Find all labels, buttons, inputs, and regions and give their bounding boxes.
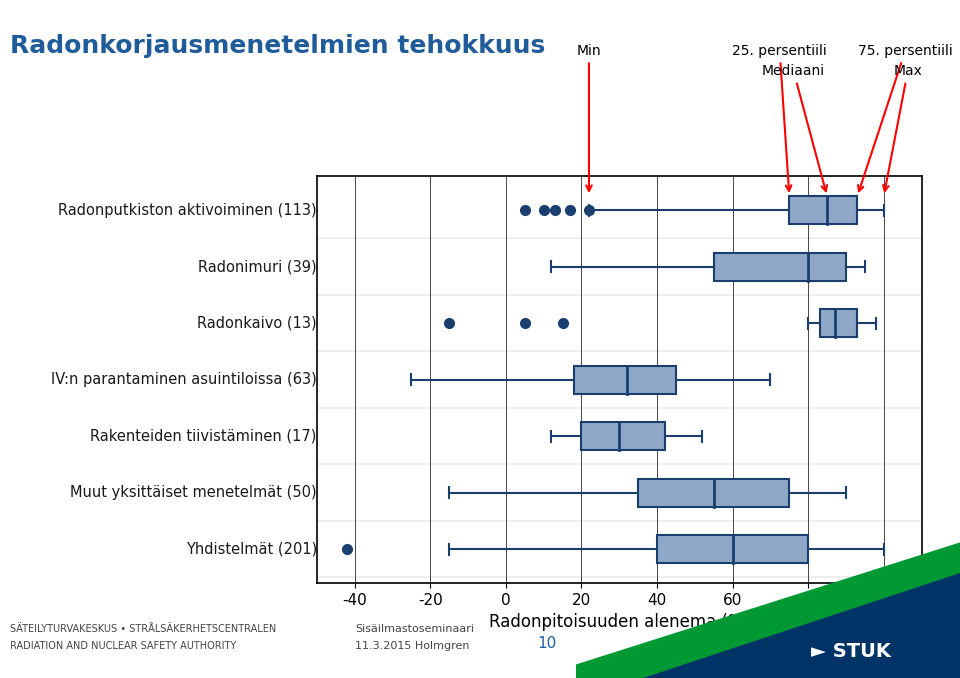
Text: 11.3.2015 Holmgren: 11.3.2015 Holmgren xyxy=(355,641,469,651)
X-axis label: Radonpitoisuuden alenema (%): Radonpitoisuuden alenema (%) xyxy=(489,614,750,631)
Text: ► STUK: ► STUK xyxy=(811,642,891,661)
FancyBboxPatch shape xyxy=(713,253,846,281)
Text: SÄTEILYTURVAKESKUS • STRÅLSÄKERHETSCENTRALEN: SÄTEILYTURVAKESKUS • STRÅLSÄKERHETSCENTR… xyxy=(10,624,276,634)
FancyBboxPatch shape xyxy=(638,479,789,507)
Text: 25. persentiili: 25. persentiili xyxy=(732,43,828,191)
Text: Min: Min xyxy=(577,43,601,191)
Text: Radonputkiston aktivoiminen (113): Radonputkiston aktivoiminen (113) xyxy=(59,203,317,218)
Text: Yhdistelmät (201): Yhdistelmät (201) xyxy=(185,542,317,557)
FancyBboxPatch shape xyxy=(789,196,857,224)
FancyBboxPatch shape xyxy=(820,309,857,338)
FancyBboxPatch shape xyxy=(574,365,676,394)
Text: Muut yksittäiset menetelmät (50): Muut yksittäiset menetelmät (50) xyxy=(70,485,317,500)
Text: Radonkorjausmenetelmien tehokkuus: Radonkorjausmenetelmien tehokkuus xyxy=(10,34,545,58)
Text: Sisäilmastoseminaari: Sisäilmastoseminaari xyxy=(355,624,474,634)
FancyBboxPatch shape xyxy=(582,422,664,450)
Text: Max: Max xyxy=(883,64,923,191)
Text: Mediaani: Mediaani xyxy=(762,64,827,191)
Text: IV:n parantaminen asuintiloissa (63): IV:n parantaminen asuintiloissa (63) xyxy=(51,372,317,387)
Text: 10: 10 xyxy=(538,636,557,651)
Text: RADIATION AND NUCLEAR SAFETY AUTHORITY: RADIATION AND NUCLEAR SAFETY AUTHORITY xyxy=(10,641,236,651)
Text: Rakenteiden tiivistäminen (17): Rakenteiden tiivistäminen (17) xyxy=(90,428,317,443)
Text: Radonimuri (39): Radonimuri (39) xyxy=(198,259,317,274)
Text: Radonkaivo (13): Radonkaivo (13) xyxy=(197,316,317,331)
Text: 75. persentiili: 75. persentiili xyxy=(858,43,952,191)
FancyBboxPatch shape xyxy=(657,535,808,563)
